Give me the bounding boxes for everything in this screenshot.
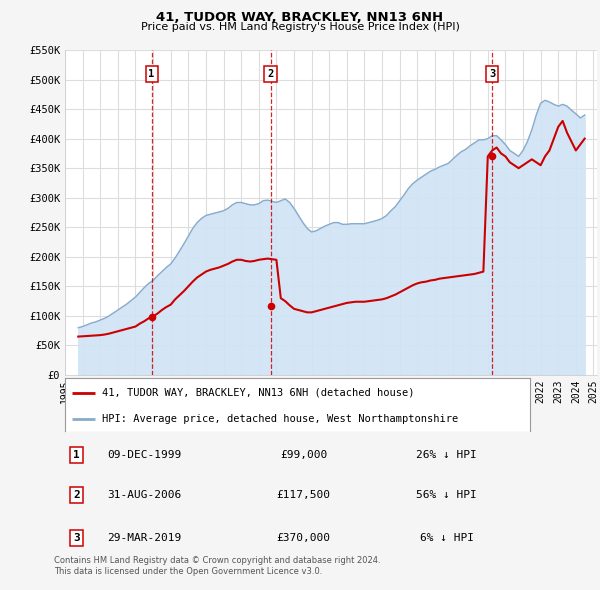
Text: Contains HM Land Registry data © Crown copyright and database right 2024.
This d: Contains HM Land Registry data © Crown c… <box>54 556 380 576</box>
Text: Price paid vs. HM Land Registry's House Price Index (HPI): Price paid vs. HM Land Registry's House … <box>140 22 460 32</box>
Text: 26% ↓ HPI: 26% ↓ HPI <box>416 450 477 460</box>
Text: £117,500: £117,500 <box>277 490 331 500</box>
Text: 3: 3 <box>489 68 496 78</box>
Text: 2: 2 <box>268 68 274 78</box>
Text: 1: 1 <box>73 450 80 460</box>
Text: HPI: Average price, detached house, West Northamptonshire: HPI: Average price, detached house, West… <box>102 414 458 424</box>
Text: £370,000: £370,000 <box>277 533 331 543</box>
Text: 31-AUG-2006: 31-AUG-2006 <box>107 490 182 500</box>
Text: 41, TUDOR WAY, BRACKLEY, NN13 6NH: 41, TUDOR WAY, BRACKLEY, NN13 6NH <box>157 11 443 24</box>
Text: 41, TUDOR WAY, BRACKLEY, NN13 6NH (detached house): 41, TUDOR WAY, BRACKLEY, NN13 6NH (detac… <box>102 388 415 398</box>
Text: £99,000: £99,000 <box>280 450 327 460</box>
Text: 3: 3 <box>73 533 80 543</box>
Text: 09-DEC-1999: 09-DEC-1999 <box>107 450 182 460</box>
Text: 1: 1 <box>148 68 155 78</box>
Text: 29-MAR-2019: 29-MAR-2019 <box>107 533 182 543</box>
Text: 56% ↓ HPI: 56% ↓ HPI <box>416 490 477 500</box>
Text: 6% ↓ HPI: 6% ↓ HPI <box>419 533 473 543</box>
Text: 2: 2 <box>73 490 80 500</box>
